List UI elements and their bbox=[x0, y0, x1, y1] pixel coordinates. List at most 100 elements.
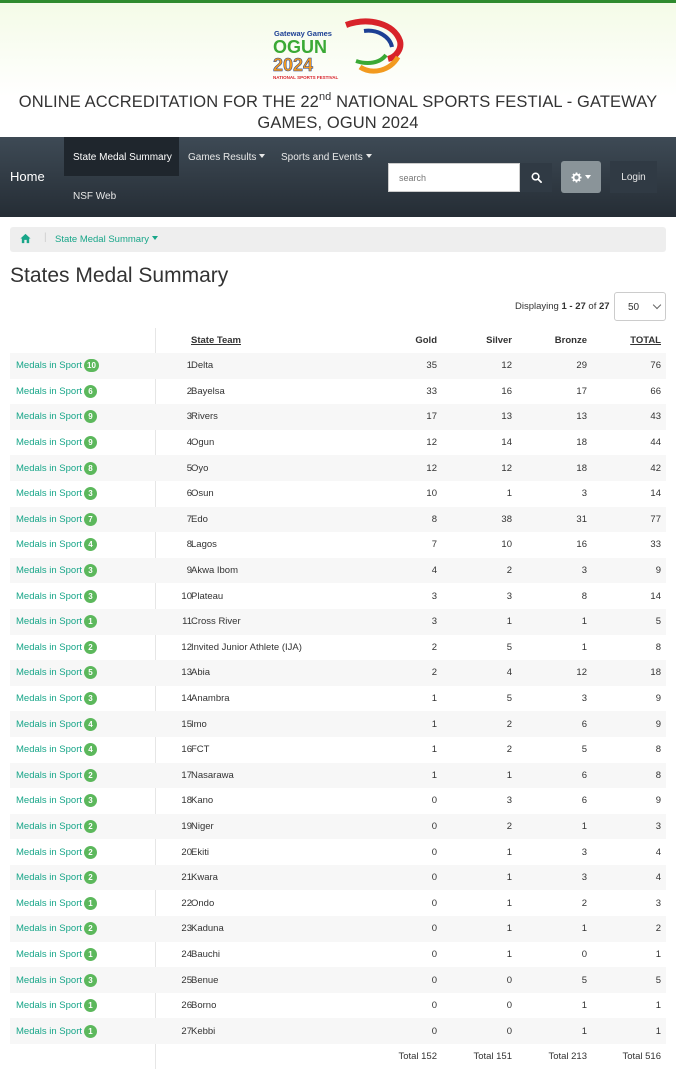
table-row: Medals in Sport 3 10 Plateau 3 3 8 14 bbox=[10, 583, 666, 609]
medals-in-sport-label[interactable]: Medals in Sport bbox=[16, 590, 83, 602]
rank-cell: 2 bbox=[186, 385, 192, 397]
medals-in-sport-link[interactable]: Medals in Sport 1 bbox=[16, 609, 156, 635]
medals-in-sport-link[interactable]: Medals in Sport 4 bbox=[16, 532, 156, 558]
page-size-select[interactable]: 50 bbox=[614, 292, 666, 321]
gold-cell: 1 bbox=[431, 744, 437, 756]
medals-in-sport-label[interactable]: Medals in Sport bbox=[16, 539, 83, 551]
search-input[interactable] bbox=[388, 163, 520, 192]
medals-in-sport-link[interactable]: Medals in Sport 1 bbox=[16, 942, 156, 968]
nav-state-medal-summary[interactable]: State Medal Summary bbox=[64, 137, 179, 176]
home-icon[interactable] bbox=[20, 233, 31, 244]
medals-in-sport-link[interactable]: Medals in Sport 2 bbox=[16, 635, 156, 661]
medals-in-sport-link[interactable]: Medals in Sport 3 bbox=[16, 788, 156, 814]
site-header: Gateway Games OGUN 2024 NATIONAL SPORTS … bbox=[0, 0, 676, 137]
medals-in-sport-link[interactable]: Medals in Sport 3 bbox=[16, 481, 156, 507]
medals-in-sport-link[interactable]: Medals in Sport 2 bbox=[16, 916, 156, 942]
nav-sports-and-events[interactable]: Sports and Events bbox=[281, 152, 372, 163]
nav-games-results[interactable]: Games Results bbox=[188, 152, 266, 163]
medals-in-sport-link[interactable]: Medals in Sport 3 bbox=[16, 686, 156, 712]
medals-in-sport-link[interactable]: Medals in Sport 3 bbox=[16, 967, 156, 993]
rank-cell: 11 bbox=[182, 616, 192, 628]
medals-in-sport-link[interactable]: Medals in Sport 1 bbox=[16, 890, 156, 916]
medals-in-sport-label[interactable]: Medals in Sport bbox=[16, 693, 83, 705]
medals-in-sport-label[interactable]: Medals in Sport bbox=[16, 488, 83, 500]
medals-in-sport-link[interactable]: Medals in Sport 3 bbox=[16, 558, 156, 584]
breadcrumb-state-medal-summary[interactable]: State Medal Summary bbox=[55, 234, 158, 245]
gold-cell: 10 bbox=[426, 488, 437, 500]
medals-in-sport-link[interactable]: Medals in Sport 8 bbox=[16, 455, 156, 481]
medals-in-sport-label[interactable]: Medals in Sport bbox=[16, 437, 83, 449]
total-cell: 33 bbox=[650, 539, 661, 551]
medals-in-sport-link[interactable]: Medals in Sport 9 bbox=[16, 404, 156, 430]
silver-cell: 2 bbox=[506, 565, 512, 577]
sport-count-badge: 1 bbox=[84, 1024, 98, 1038]
medals-in-sport-link[interactable]: Medals in Sport 4 bbox=[16, 711, 156, 737]
medals-in-sport-label[interactable]: Medals in Sport bbox=[16, 872, 83, 884]
medals-in-sport-link[interactable]: Medals in Sport 2 bbox=[16, 839, 156, 865]
medals-in-sport-label[interactable]: Medals in Sport bbox=[16, 462, 83, 474]
header-total[interactable]: TOTAL bbox=[630, 335, 661, 346]
medals-in-sport-link[interactable]: Medals in Sport 10 bbox=[16, 353, 156, 379]
sport-count-badge: 10 bbox=[84, 359, 99, 373]
table-row: Medals in Sport 2 20 Ekiti 0 1 3 4 bbox=[10, 839, 666, 865]
table-row: Medals in Sport 3 6 Osun 10 1 3 14 bbox=[10, 481, 666, 507]
gold-cell: 2 bbox=[431, 641, 437, 653]
rank-cell: 22 bbox=[181, 897, 192, 909]
medals-in-sport-link[interactable]: Medals in Sport 7 bbox=[16, 507, 156, 533]
table-row: Medals in Sport 1 11 Cross River 3 1 1 5 bbox=[10, 608, 666, 635]
medals-in-sport-label[interactable]: Medals in Sport bbox=[16, 897, 83, 909]
team-cell: Kaduna bbox=[191, 923, 224, 935]
medals-in-sport-link[interactable]: Medals in Sport 2 bbox=[16, 763, 156, 789]
medals-in-sport-link[interactable]: Medals in Sport 6 bbox=[16, 379, 156, 405]
medals-in-sport-link[interactable]: Medals in Sport 2 bbox=[16, 865, 156, 891]
medals-in-sport-label[interactable]: Medals in Sport bbox=[16, 360, 83, 372]
medals-in-sport-label[interactable]: Medals in Sport bbox=[16, 1025, 83, 1037]
medals-in-sport-link[interactable]: Medals in Sport 2 bbox=[16, 814, 156, 840]
rank-cell: 24 bbox=[181, 948, 192, 960]
team-cell: Bayelsa bbox=[191, 385, 225, 397]
medals-in-sport-label[interactable]: Medals in Sport bbox=[16, 411, 83, 423]
medals-in-sport-label[interactable]: Medals in Sport bbox=[16, 565, 83, 577]
medals-in-sport-link[interactable]: Medals in Sport 1 bbox=[16, 1018, 156, 1044]
gold-cell: 35 bbox=[426, 360, 437, 372]
medals-in-sport-label[interactable]: Medals in Sport bbox=[16, 769, 83, 781]
medals-in-sport-label[interactable]: Medals in Sport bbox=[16, 718, 83, 730]
team-cell: Lagos bbox=[191, 539, 217, 551]
header-state-team[interactable]: State Team bbox=[191, 335, 241, 346]
medals-in-sport-label[interactable]: Medals in Sport bbox=[16, 948, 83, 960]
medals-in-sport-label[interactable]: Medals in Sport bbox=[16, 795, 83, 807]
svg-text:OGUN: OGUN bbox=[273, 37, 327, 57]
medals-in-sport-label[interactable]: Medals in Sport bbox=[16, 1000, 83, 1012]
medals-in-sport-label[interactable]: Medals in Sport bbox=[16, 974, 83, 986]
login-button[interactable]: Login bbox=[610, 161, 657, 193]
medals-in-sport-label[interactable]: Medals in Sport bbox=[16, 820, 83, 832]
medals-in-sport-link[interactable]: Medals in Sport 1 bbox=[16, 993, 156, 1019]
medals-in-sport-link[interactable]: Medals in Sport 9 bbox=[16, 430, 156, 456]
medals-in-sport-link[interactable]: Medals in Sport 5 bbox=[16, 660, 156, 686]
medals-in-sport-label[interactable]: Medals in Sport bbox=[16, 385, 83, 397]
medals-in-sport-link[interactable]: Medals in Sport 4 bbox=[16, 737, 156, 763]
team-cell: Abia bbox=[191, 667, 211, 679]
medals-in-sport-label[interactable]: Medals in Sport bbox=[16, 513, 83, 525]
rank-cell: 19 bbox=[181, 820, 192, 832]
search-button[interactable] bbox=[520, 163, 552, 192]
total-cell: 8 bbox=[655, 641, 661, 653]
medals-in-sport-label[interactable]: Medals in Sport bbox=[16, 846, 83, 858]
svg-text:2024: 2024 bbox=[273, 55, 313, 75]
team-cell: Ekiti bbox=[191, 846, 209, 858]
bronze-cell: 17 bbox=[576, 385, 587, 397]
search-icon bbox=[531, 172, 542, 183]
total-cell: 9 bbox=[655, 795, 661, 807]
gold-cell: 12 bbox=[426, 462, 437, 474]
nav-nsf-web[interactable]: NSF Web bbox=[73, 191, 117, 202]
settings-button[interactable] bbox=[561, 161, 601, 193]
medals-in-sport-label[interactable]: Medals in Sport bbox=[16, 641, 83, 653]
medals-in-sport-label[interactable]: Medals in Sport bbox=[16, 923, 83, 935]
gold-cell: 0 bbox=[431, 948, 437, 960]
medals-in-sport-label[interactable]: Medals in Sport bbox=[16, 744, 83, 756]
home-link[interactable]: Home bbox=[10, 169, 45, 184]
medals-in-sport-label[interactable]: Medals in Sport bbox=[16, 667, 83, 679]
medals-in-sport-link[interactable]: Medals in Sport 3 bbox=[16, 583, 156, 609]
header-bronze: Bronze bbox=[554, 335, 587, 346]
medals-in-sport-label[interactable]: Medals in Sport bbox=[16, 616, 83, 628]
